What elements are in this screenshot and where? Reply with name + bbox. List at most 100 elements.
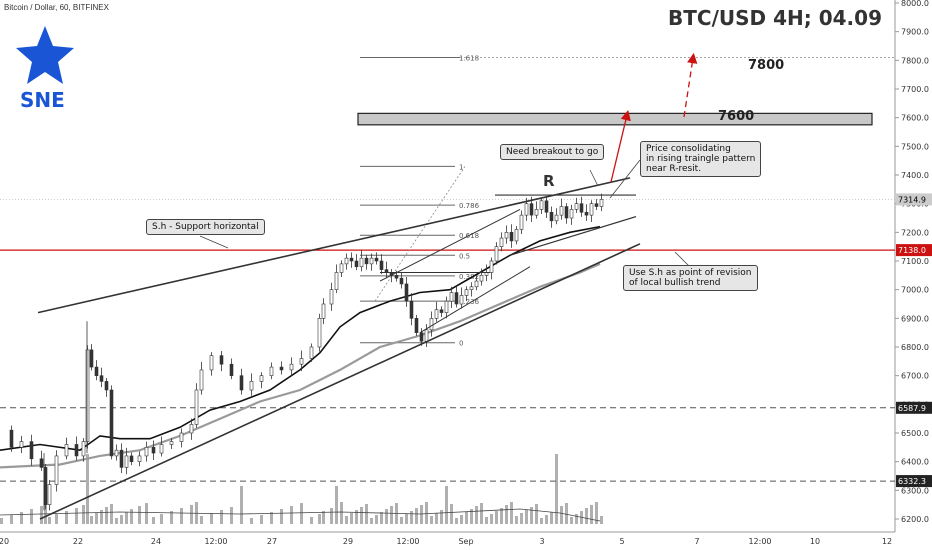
candle-body: [199, 369, 204, 391]
volume-bar: [515, 516, 518, 524]
volume-bar: [570, 517, 573, 524]
volume-bar: [345, 516, 348, 524]
volume-bar: [475, 506, 478, 524]
x-tick-label: 3: [539, 537, 544, 546]
volume-bar: [535, 504, 538, 524]
volume-bar: [270, 512, 273, 524]
lower-trend-line: [39, 243, 641, 520]
consolidating-note: Price consolidating in rising traingle p…: [640, 141, 762, 177]
volume-bar: [485, 517, 488, 524]
breakout-arrow: [610, 109, 631, 183]
breakout-note: Need breakout to go: [500, 144, 605, 160]
volume-bar: [545, 515, 548, 524]
fib-level-label: 0.236: [459, 298, 480, 306]
fib-level-label: 0.382: [459, 273, 479, 281]
fib-level-label: 1: [459, 163, 463, 171]
candle-body: [559, 206, 564, 216]
volume-bar: [86, 454, 89, 524]
volume-bar: [460, 515, 463, 524]
volume-bar: [530, 507, 533, 524]
y-tick-label: 6800.0: [901, 343, 929, 352]
support-pointer: [199, 235, 229, 249]
x-tick-label: 12:00: [396, 537, 419, 546]
volume-bar: [430, 516, 433, 524]
candle-body: [229, 363, 234, 376]
volume-bar: [340, 502, 343, 524]
volume-bar: [590, 505, 593, 524]
candle-body: [469, 286, 474, 290]
volume-bar: [555, 454, 558, 524]
candle-body: [429, 318, 434, 331]
x-tick-label: 5: [619, 537, 624, 546]
y-tick-label: 7400.0: [901, 171, 929, 180]
candle-body: [299, 358, 304, 365]
volume-bar: [365, 504, 368, 524]
y-tick-label: 6400.0: [901, 458, 929, 467]
volume-bar: [240, 486, 243, 524]
revision-pointer: [674, 251, 691, 268]
candle-body: [454, 292, 459, 305]
volume-bar: [55, 514, 58, 524]
volume-bar: [440, 510, 443, 524]
volume-bar: [375, 515, 378, 524]
volume-bar: [450, 504, 453, 524]
volume-bar: [495, 511, 498, 524]
candle-body: [434, 309, 439, 319]
volume-bar: [65, 511, 68, 524]
candle-body: [404, 283, 409, 302]
candle-body: [54, 455, 59, 485]
candle-body: [339, 263, 344, 273]
revision-note: Use S.h as point of revision of local bu…: [623, 265, 758, 291]
x-tick-label: 12: [882, 537, 892, 546]
volume-bar: [490, 514, 493, 524]
candle-body: [219, 355, 224, 365]
volume-bar: [565, 503, 568, 524]
ma-fast-line: [0, 225, 601, 452]
volume-bar: [380, 512, 383, 524]
volume-bar: [355, 510, 358, 524]
volume-bar: [415, 508, 418, 524]
candle-body: [414, 318, 419, 333]
volume-bar: [250, 518, 253, 524]
star-icon: [16, 26, 74, 84]
candle-body: [524, 203, 529, 216]
volume-bar: [540, 518, 543, 524]
price-label-box: [896, 401, 932, 414]
candle-body: [43, 467, 48, 505]
x-tick-label: 7: [694, 537, 699, 546]
candle-body: [259, 375, 264, 382]
x-tick-label: Sep: [458, 537, 473, 546]
candle-body: [594, 203, 599, 207]
candle-body: [449, 292, 454, 302]
volume-bar: [425, 502, 428, 524]
candle-body: [519, 214, 524, 230]
breakout-pointer: [589, 169, 599, 187]
candle-body: [47, 484, 52, 505]
volume-bar: [130, 509, 133, 524]
y-tick-label: 7000.0: [901, 286, 929, 295]
y-tick-label: 6500.0: [901, 429, 929, 438]
candle-body: [64, 444, 69, 457]
volume-bar: [585, 508, 588, 524]
y-tick-label: 7900.0: [901, 28, 929, 37]
candle-body: [504, 232, 509, 239]
candle-body: [39, 458, 44, 468]
volume-bar: [230, 507, 233, 524]
price-label-box: [896, 193, 932, 206]
consolidating-pointer: [609, 159, 641, 199]
candle-body: [419, 332, 424, 342]
x-tick-label: 12:00: [204, 537, 227, 546]
volume-bar: [400, 517, 403, 524]
volume-bar: [0, 518, 3, 524]
candle-body: [489, 260, 494, 273]
candle-body: [379, 260, 384, 270]
volume-bar: [350, 513, 353, 524]
target-2-label: 7800: [748, 58, 785, 73]
price-label: 6587.9: [898, 404, 926, 413]
volume-bar: [470, 509, 473, 524]
candle-body: [209, 355, 214, 371]
candle-body: [544, 200, 549, 213]
y-tick-label: 7600.0: [901, 114, 929, 123]
volume-bar: [95, 513, 98, 524]
y-tick-label: 7200.0: [901, 228, 929, 237]
